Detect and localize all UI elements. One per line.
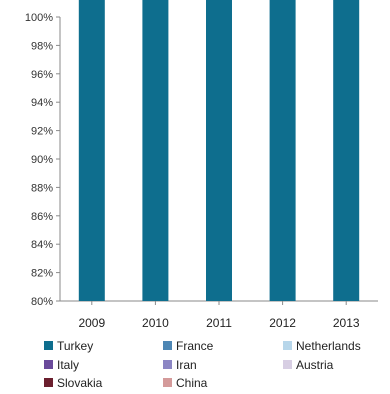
y-tick-label: 92% bbox=[31, 126, 53, 138]
y-tick-label: 86% bbox=[31, 211, 53, 223]
x-category-label: 2010 bbox=[142, 316, 169, 330]
y-tick-label: 100% bbox=[25, 12, 53, 24]
legend-swatch-china bbox=[163, 378, 172, 387]
bar-segment-turkey-2010 bbox=[142, 0, 169, 301]
y-tick-label: 82% bbox=[31, 268, 53, 280]
y-tick-label: 96% bbox=[31, 69, 53, 81]
bar-segment-turkey-2011 bbox=[206, 0, 232, 301]
legend-swatch-italy bbox=[44, 360, 53, 369]
bar-segment-turkey-2009 bbox=[78, 0, 105, 301]
x-category-label: 2009 bbox=[78, 316, 105, 330]
legend-swatch-iran bbox=[163, 360, 172, 369]
y-tick-label: 80% bbox=[31, 296, 53, 308]
y-tick-label: 84% bbox=[31, 239, 53, 251]
legend-label-italy: Italy bbox=[57, 358, 79, 372]
legend-swatch-france bbox=[163, 341, 172, 350]
legend-label-france: France bbox=[176, 339, 214, 353]
legend-swatch-slovakia bbox=[44, 378, 53, 387]
legend-label-slovakia: Slovakia bbox=[57, 376, 103, 390]
y-tick-label: 98% bbox=[31, 40, 53, 52]
y-tick-label: 90% bbox=[31, 154, 53, 166]
bar-segment-turkey-2012 bbox=[269, 0, 296, 302]
legend-label-iran: Iran bbox=[176, 358, 197, 372]
legend-label-netherlands: Netherlands bbox=[296, 339, 361, 353]
y-tick-label: 88% bbox=[31, 182, 53, 194]
bars bbox=[78, 0, 360, 302]
x-category-label: 2012 bbox=[269, 316, 296, 330]
legend-label-austria: Austria bbox=[296, 358, 334, 372]
legend-label-china: China bbox=[176, 376, 208, 390]
axes bbox=[56, 16, 378, 305]
x-category-label: 2011 bbox=[206, 316, 232, 330]
x-category-label: 2013 bbox=[333, 316, 360, 330]
legend-label-turkey: Turkey bbox=[57, 339, 93, 353]
legend-swatch-turkey bbox=[44, 341, 53, 350]
bar-segment-turkey-2013 bbox=[333, 0, 360, 302]
y-tick-label: 94% bbox=[31, 97, 53, 109]
legend-swatch-austria bbox=[283, 360, 292, 369]
legend-swatch-netherlands bbox=[283, 341, 292, 350]
legend: Turkey France Netherlands Italy Iran Austria S… bbox=[44, 339, 361, 390]
axis-labels: 80% 82% 84% 86% 88% 90% 92% 94% 96% 98% 100% 2009 20… bbox=[25, 12, 360, 330]
